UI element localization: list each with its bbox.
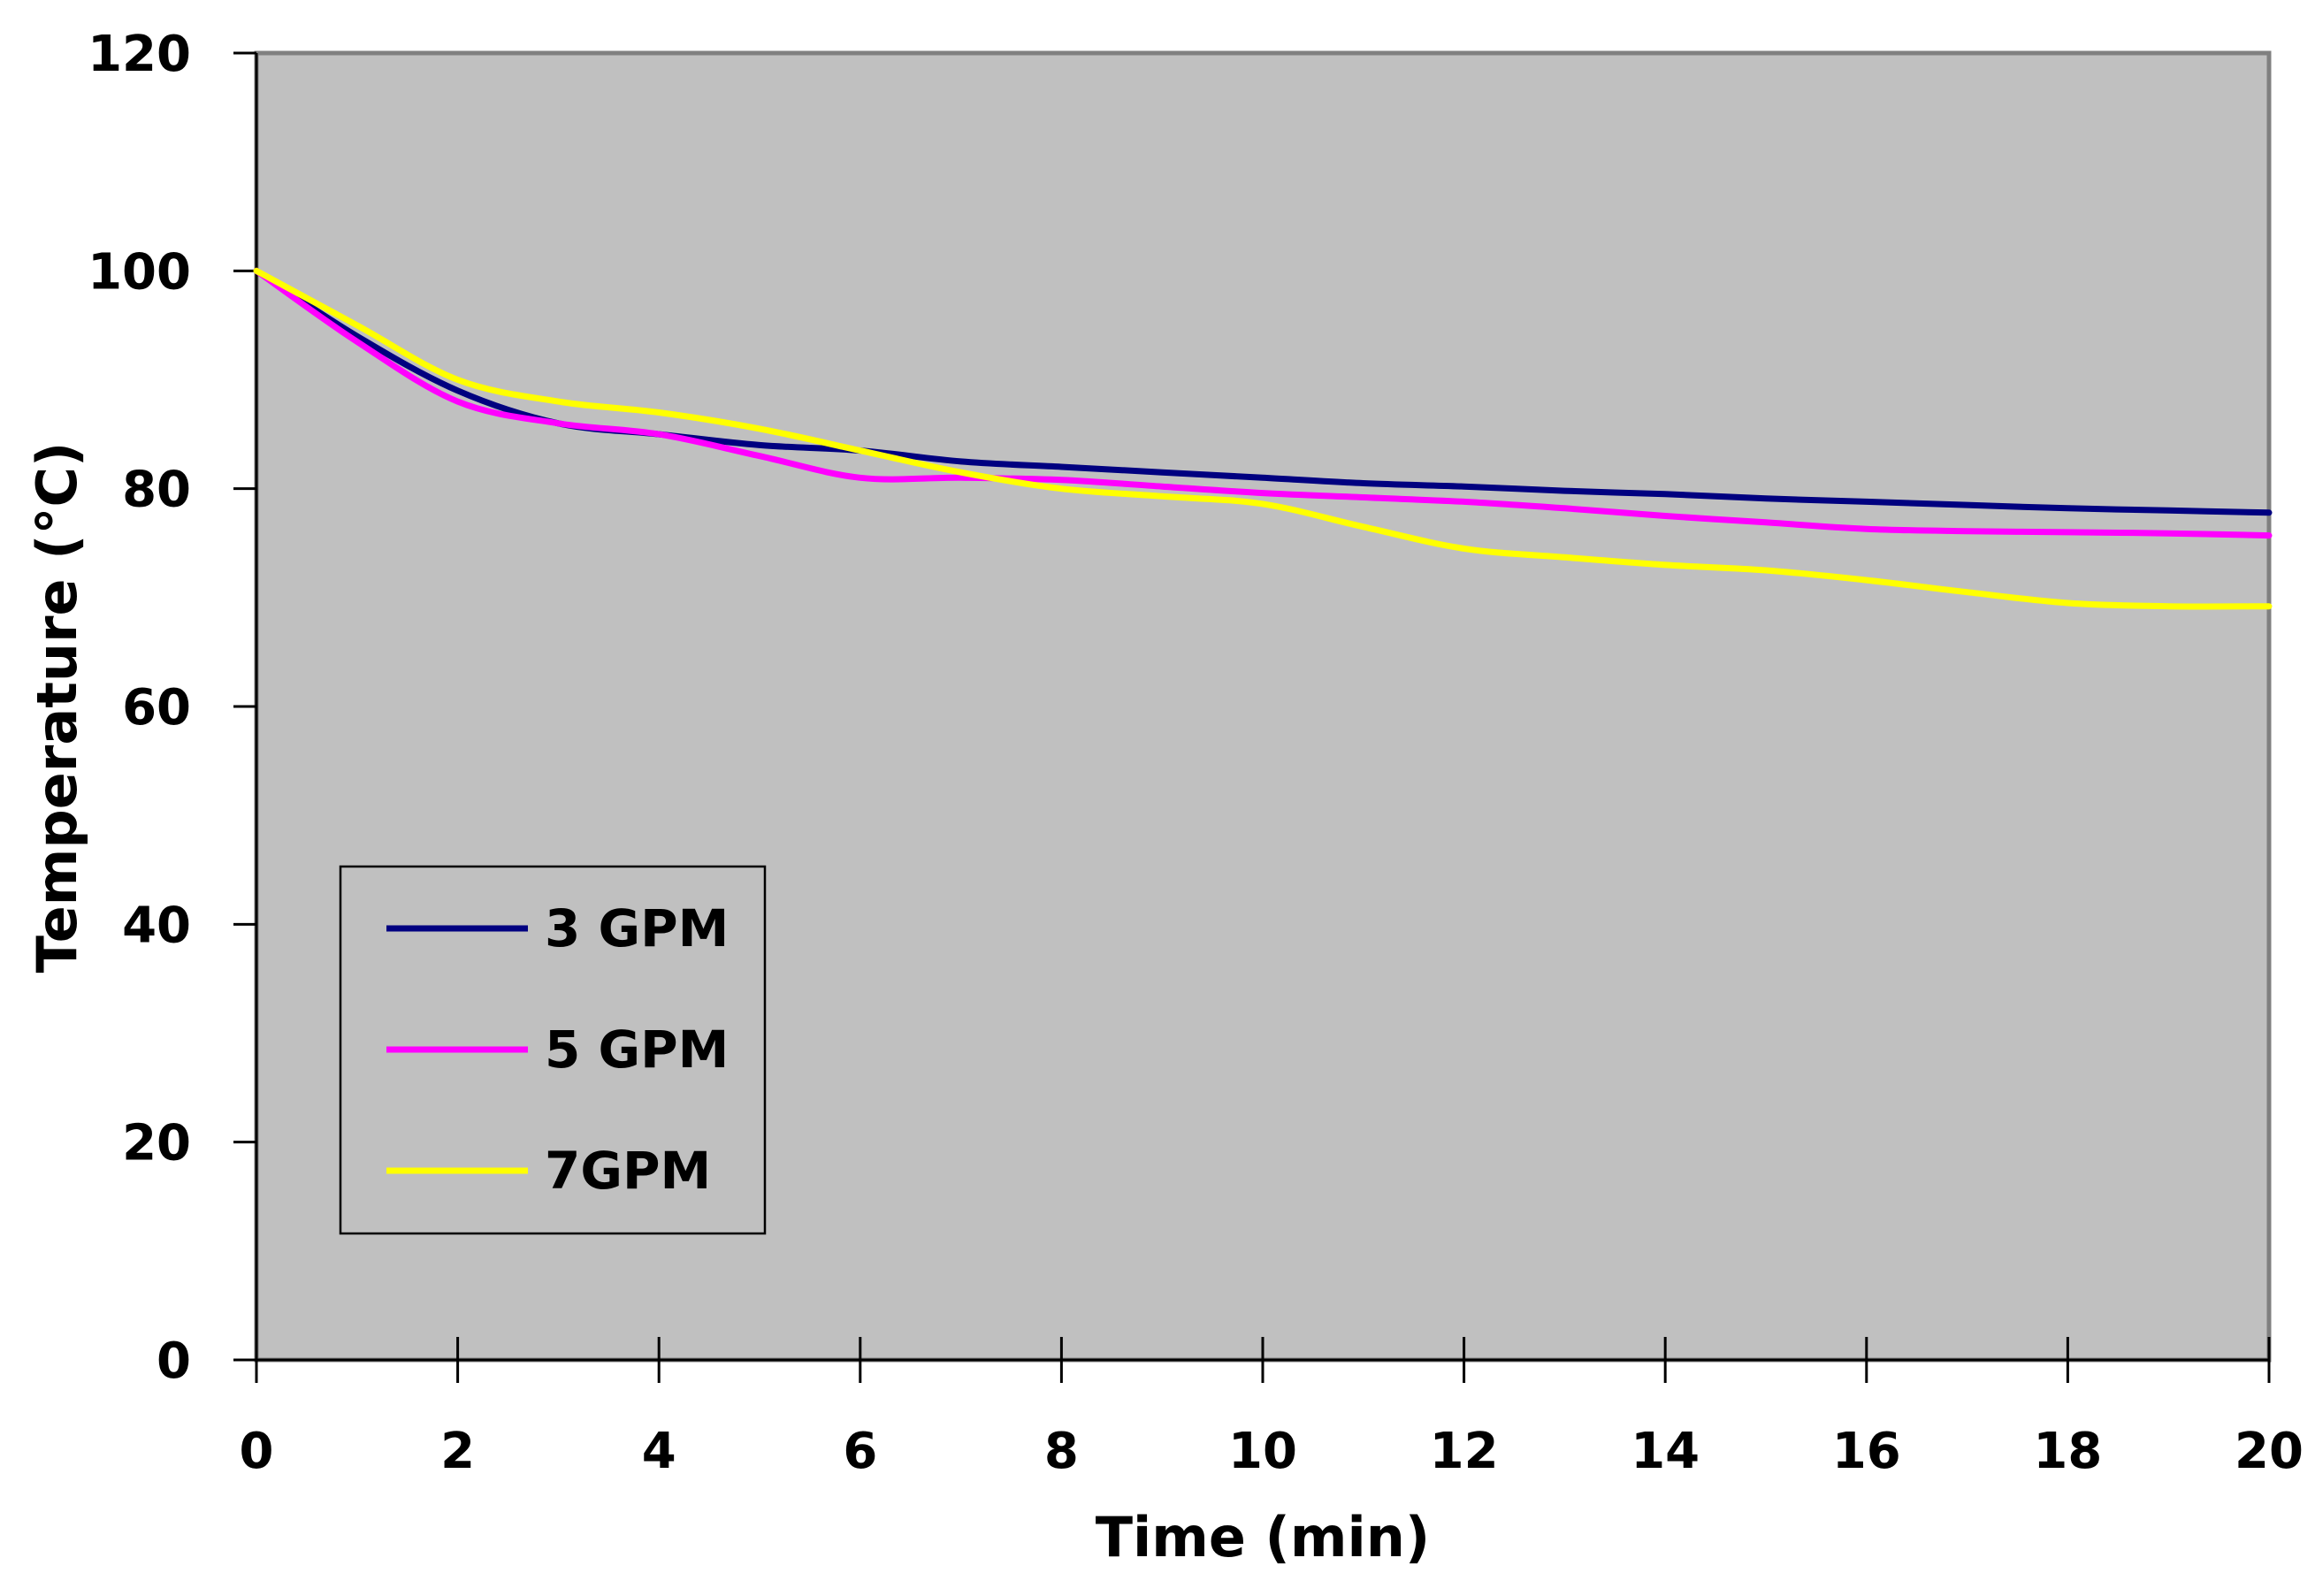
legend-label-3-gpm: 3 GPM [545,898,729,958]
series-line-7gpm [253,267,2273,610]
y-axis: 0 20 40 60 80 100 120 [88,26,258,1390]
y-tick-label: 80 [122,462,191,519]
legend-label-7gpm: 7GPM [545,1141,711,1201]
x-tick-label: 14 [1631,1423,1700,1480]
x-tick-label: 16 [1832,1423,1901,1480]
y-tick-label: 0 [157,1333,191,1390]
x-tick-label: 6 [843,1423,877,1480]
x-tick-label: 0 [240,1423,274,1480]
series-line-5-gpm [253,267,2273,539]
y-tick-label: 60 [122,679,191,737]
plot-area [254,50,2272,1363]
legend: 3 GPM 5 GPM 7GPM [339,865,767,1235]
y-tick-label: 20 [122,1115,191,1172]
x-axis: 0 2 4 6 8 10 12 14 16 18 20 [240,1337,2304,1480]
x-tick-label: 10 [1228,1423,1297,1480]
y-axis-title: Temperature (°C) [25,442,89,974]
y-tick-label: 40 [122,897,191,954]
x-tick-label: 8 [1044,1423,1079,1480]
series-lines [253,267,2273,610]
legend-box [339,865,767,1235]
x-axis-title: Time (min) [1096,1505,1430,1569]
x-tick-label: 4 [642,1423,676,1480]
x-tick-label: 20 [2235,1423,2304,1480]
legend-label-5-gpm: 5 GPM [545,1019,729,1080]
x-tick-label: 18 [2033,1423,2102,1480]
y-tick-label: 120 [88,26,191,83]
y-tick-label: 100 [88,243,191,301]
x-tick-label: 12 [1430,1423,1499,1480]
x-tick-label: 2 [440,1423,475,1480]
